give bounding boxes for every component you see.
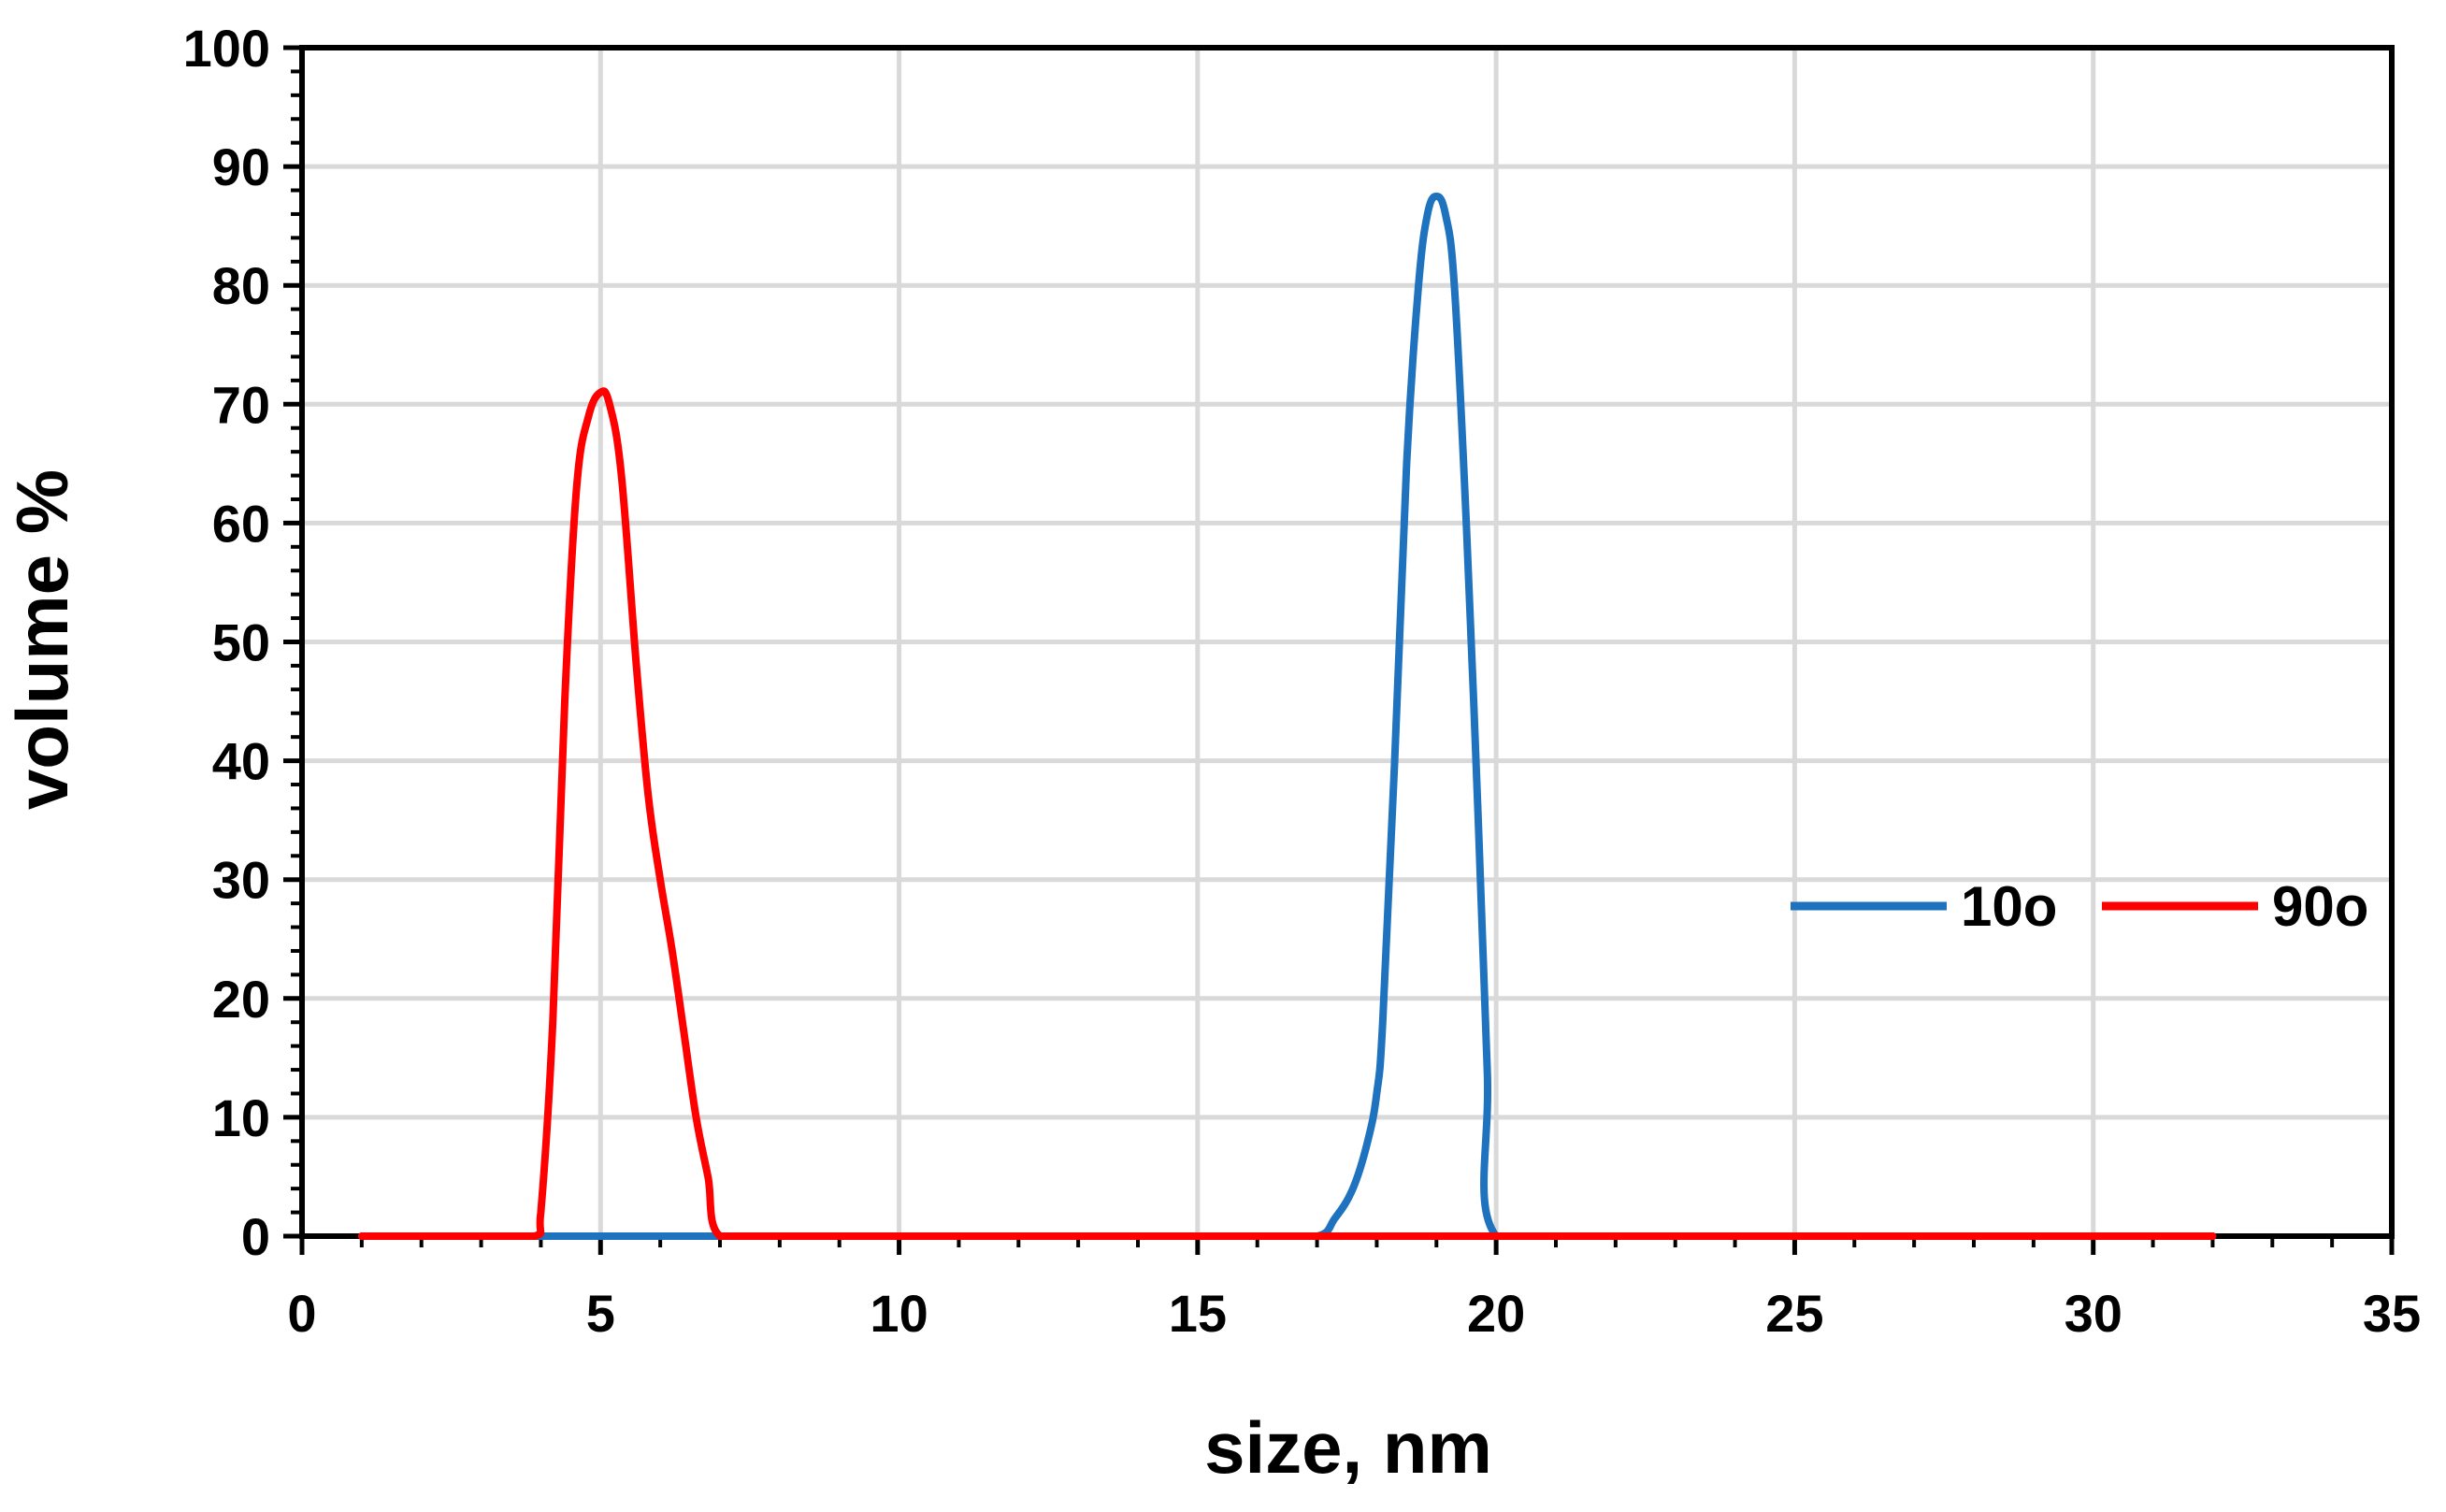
legend: 10o 90o	[1791, 875, 2368, 938]
x-tick-label: 35	[2363, 1284, 2421, 1343]
x-tick-label: 30	[2065, 1284, 2122, 1343]
y-tick-label: 40	[212, 732, 270, 791]
y-tick-label: 90	[212, 137, 270, 196]
y-tick-label: 10	[212, 1088, 270, 1147]
y-tick-label: 70	[212, 375, 270, 434]
x-tick-label: 10	[870, 1284, 928, 1343]
series-line-2	[357, 387, 2217, 1241]
y-axis-title: volume %	[1, 469, 83, 810]
y-tick-label: 50	[212, 613, 270, 672]
legend-label-1: 10o	[1961, 875, 2057, 938]
x-tick-label: 5	[586, 1284, 615, 1343]
x-tick-label: 25	[1765, 1284, 1823, 1343]
y-tick-label: 30	[212, 851, 270, 910]
x-tick-label: 0	[287, 1284, 316, 1343]
y-tick-label: 0	[241, 1207, 270, 1266]
y-tick-label: 20	[212, 970, 270, 1029]
y-tick-label: 80	[212, 256, 270, 315]
x-axis-title: size, nm	[1204, 1406, 1492, 1489]
y-ticks: 0 10 20 30 40 50 60 70 80 90 100	[183, 19, 270, 1266]
x-tick-label: 15	[1169, 1284, 1227, 1343]
legend-label-2: 90o	[2272, 875, 2368, 938]
x-ticks: 0 5 10 15 20 25 30 35	[287, 1284, 2421, 1343]
y-tick-label: 100	[183, 19, 270, 78]
grid	[302, 45, 2395, 1236]
series-group	[357, 192, 2217, 1241]
x-tick-label: 20	[1467, 1284, 1525, 1343]
y-tick-label: 60	[212, 494, 270, 553]
